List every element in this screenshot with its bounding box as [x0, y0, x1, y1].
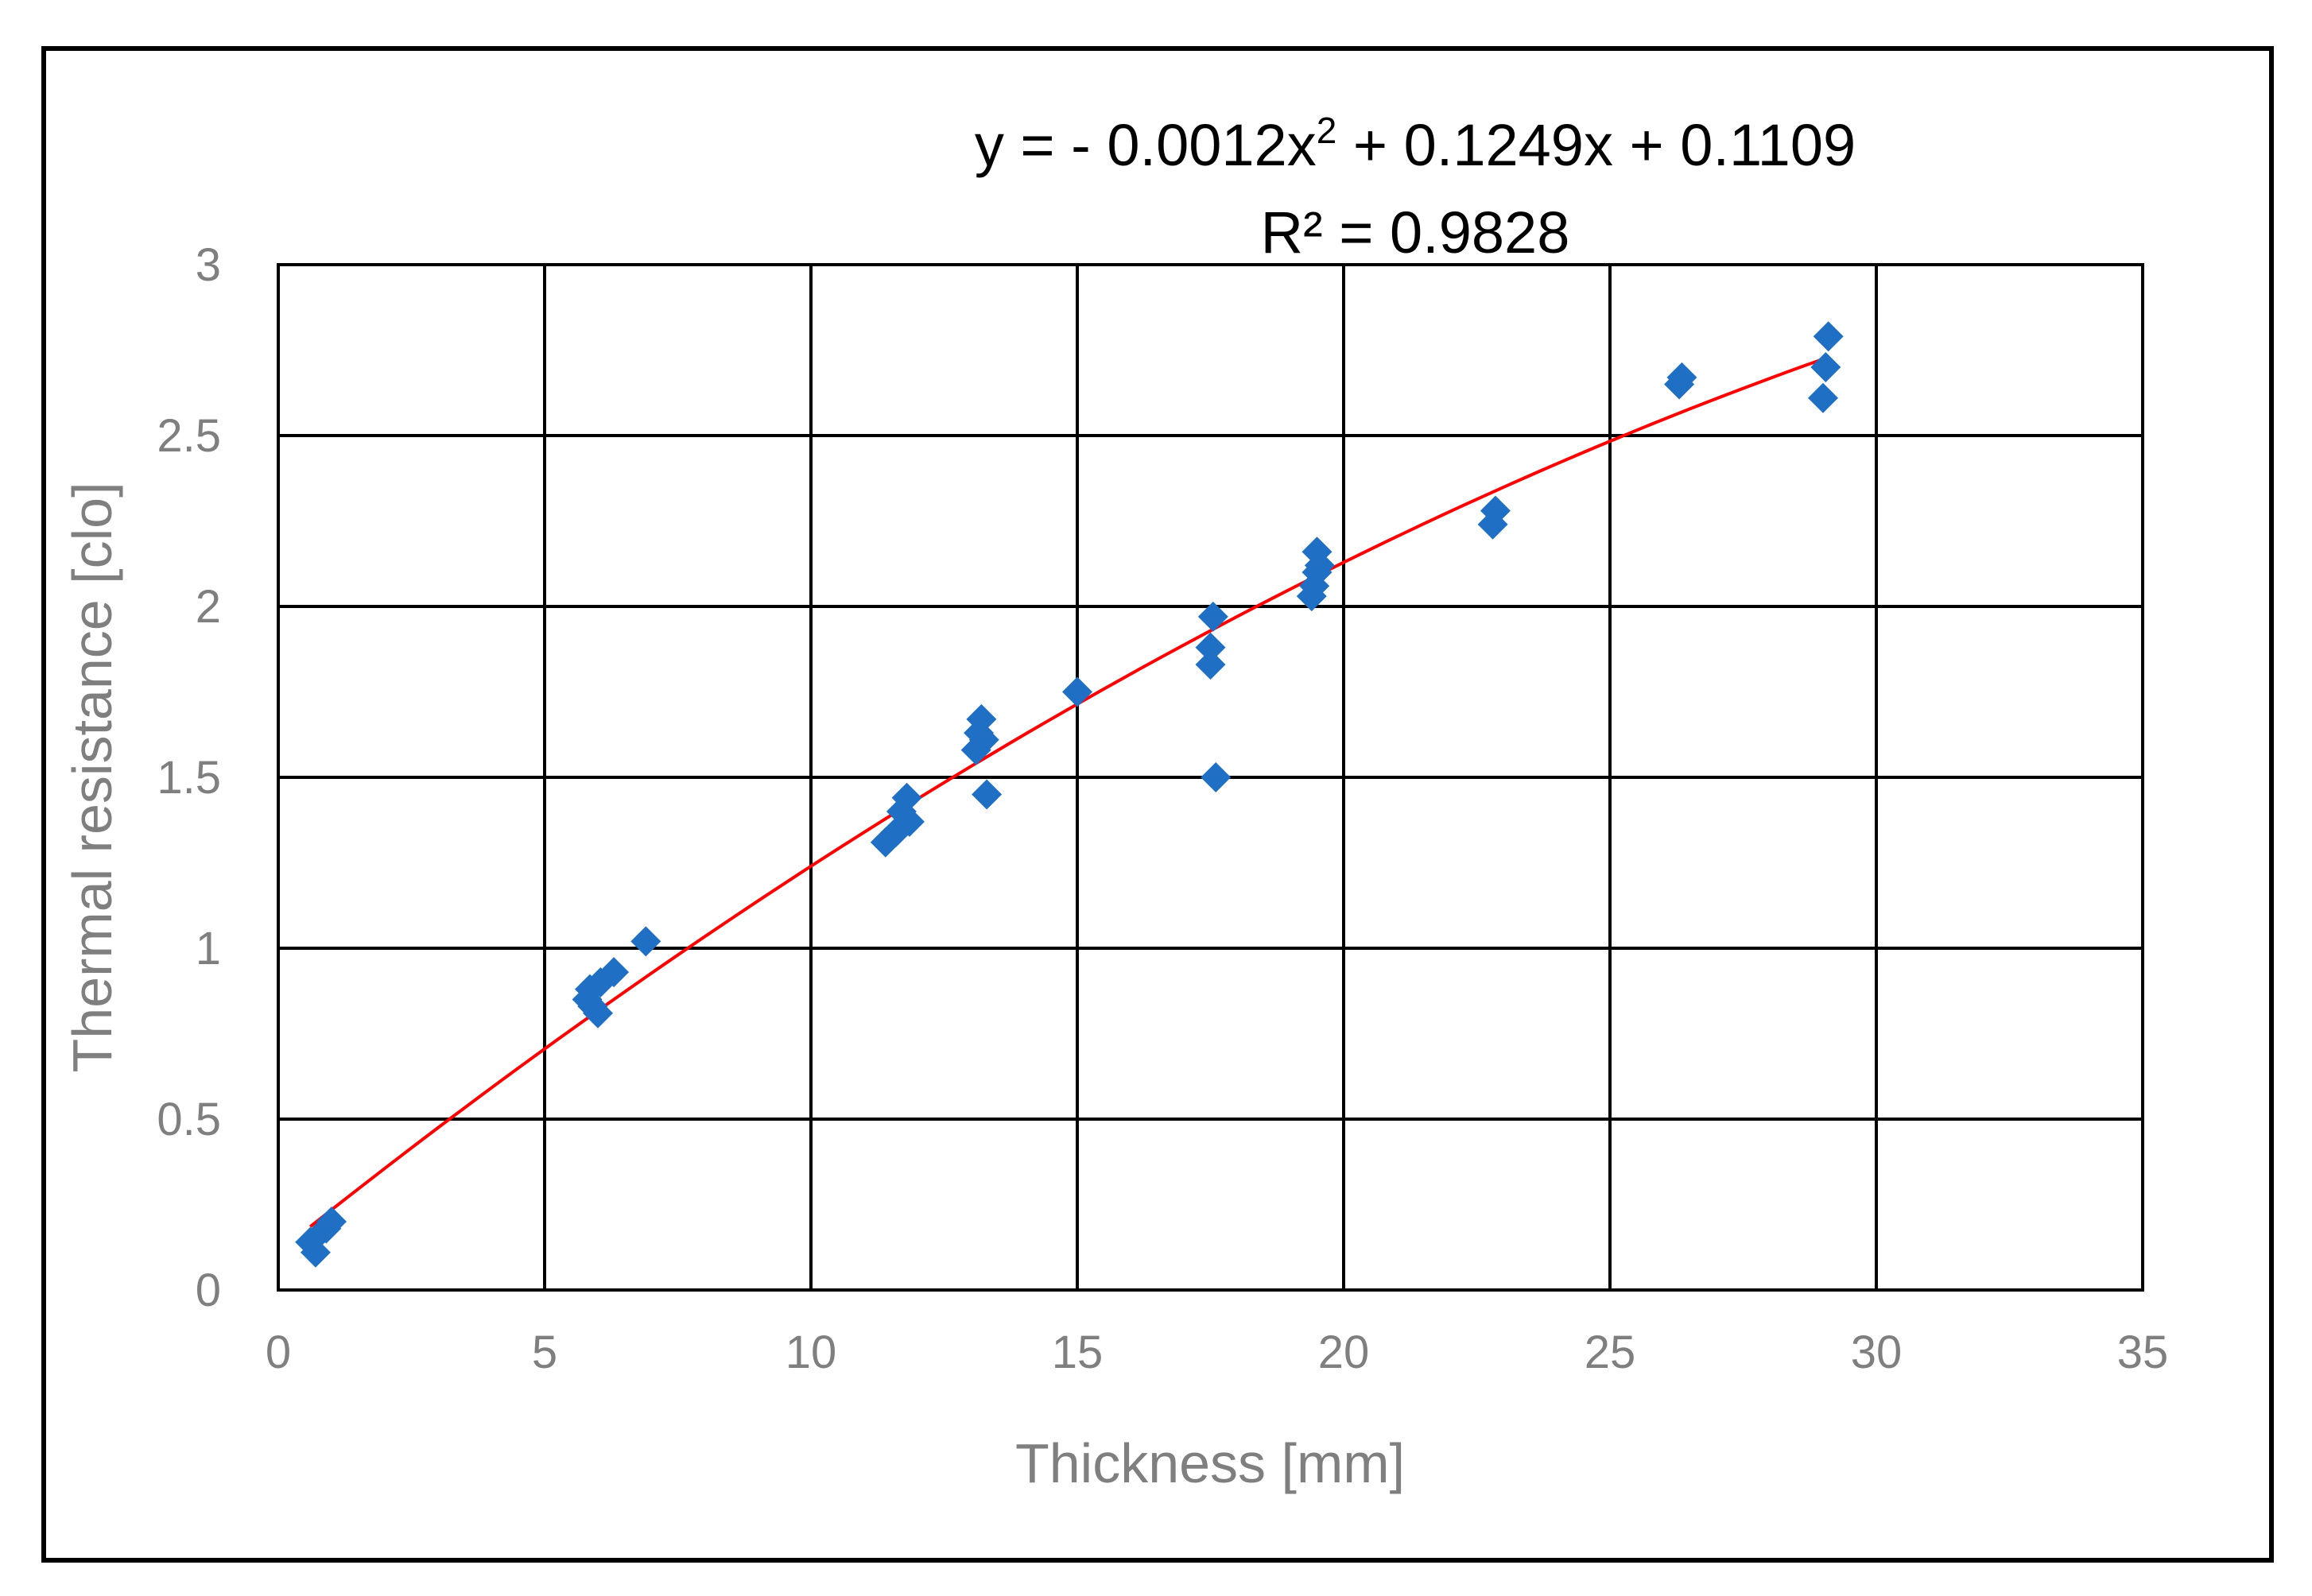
- data-point: [583, 998, 613, 1028]
- chart-frame: [41, 46, 2274, 1563]
- data-point: [1301, 537, 1333, 568]
- y-tick-label: 0.5: [157, 1094, 221, 1145]
- data-point: [1813, 321, 1844, 352]
- data-point: [972, 779, 1003, 810]
- data-point: [1197, 601, 1228, 632]
- trendline: [308, 357, 1824, 1228]
- trendline-group: [308, 357, 1824, 1228]
- data-point: [968, 724, 999, 755]
- data-point: [1810, 352, 1841, 382]
- data-point: [1201, 762, 1232, 792]
- x-tick-label: 30: [1851, 1327, 1903, 1378]
- x-tick-label: 25: [1585, 1327, 1636, 1378]
- data-point: [1808, 382, 1838, 413]
- x-tick-label: 15: [1052, 1327, 1104, 1378]
- x-tick-label: 10: [786, 1327, 837, 1378]
- y-tick-label: 2.5: [157, 410, 221, 462]
- equation-main: y = - 0.0012x: [975, 112, 1317, 178]
- data-point: [316, 1207, 347, 1237]
- grid: [278, 265, 2143, 1290]
- data-point: [1666, 362, 1697, 393]
- x-tick-label: 5: [532, 1327, 557, 1378]
- x-axis-ticks: 0 5 10 15 20 25 30 35: [266, 1327, 2168, 1378]
- y-tick-label: 2: [196, 581, 221, 633]
- trendline-equation: y = - 0.0012x2 + 0.1249x + 0.1109: [975, 110, 1856, 178]
- y-tick-label: 3: [196, 239, 221, 291]
- data-point: [599, 957, 630, 988]
- x-axis-title: Thickness [mm]: [1015, 1432, 1405, 1494]
- data-point: [894, 806, 925, 837]
- data-point: [630, 926, 661, 957]
- r-squared: R² = 0.9828: [1261, 200, 1570, 265]
- data-point: [966, 703, 997, 734]
- y-axis-title: Thermal resistance [clo]: [61, 482, 123, 1072]
- equation-rest: + 0.1249x + 0.1109: [1336, 112, 1856, 178]
- data-point: [1195, 632, 1226, 663]
- y-axis-ticks: 0 0.5 1 1.5 2 2.5 3: [157, 239, 221, 1316]
- y-tick-label: 1.5: [157, 752, 221, 804]
- x-tick-label: 0: [266, 1327, 291, 1378]
- data-point: [300, 1237, 331, 1268]
- x-tick-label: 20: [1318, 1327, 1370, 1378]
- equation-exponent: 2: [1317, 110, 1337, 151]
- y-tick-label: 0: [196, 1265, 221, 1316]
- data-point: [1195, 649, 1226, 680]
- x-tick-label: 35: [2117, 1327, 2169, 1378]
- data-points: [295, 321, 1844, 1268]
- data-point: [1062, 676, 1092, 707]
- data-point: [891, 782, 922, 813]
- y-tick-label: 1: [196, 923, 221, 974]
- data-point: [1480, 495, 1511, 526]
